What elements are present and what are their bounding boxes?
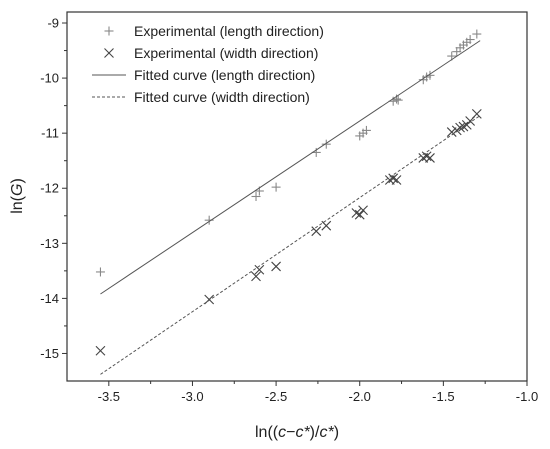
data-point: [321, 139, 331, 149]
legend-label: Experimental (width direction): [134, 45, 318, 61]
x-axis: -3.5 -3.0 -2.5 -2.0 -1.5 -1.0: [98, 381, 538, 404]
data-point: [425, 70, 435, 80]
y-axis: -15 -14 -13 -12 -11 -10 -9: [40, 16, 67, 361]
data-point: [358, 205, 368, 216]
axis-title-part: −: [286, 424, 295, 441]
data-point: [471, 108, 482, 119]
data-point: [393, 95, 403, 105]
data-point: [254, 264, 265, 275]
axis-title-part: ): [9, 178, 26, 183]
series-1: [95, 108, 482, 356]
x-tick-label: -1.5: [432, 389, 454, 404]
plot-area: [95, 29, 482, 375]
legend-label: Fitted curve (width direction): [134, 89, 310, 105]
axis-title-part: ln((: [255, 424, 279, 441]
fitted-line: [100, 40, 481, 295]
series-3: [100, 115, 481, 375]
data-point: [271, 182, 281, 192]
data-point: [425, 153, 435, 163]
axis-title-part: G: [9, 184, 26, 196]
data-point: [354, 209, 365, 220]
data-point: [388, 173, 399, 184]
data-point: [391, 175, 402, 185]
x-tick-label: -3.5: [98, 389, 120, 404]
y-axis-title: ln(G): [9, 178, 26, 214]
legend-item: Fitted curve (width direction): [92, 89, 310, 105]
y-tick-label: -11: [41, 126, 59, 141]
data-point: [204, 215, 214, 225]
data-point: [321, 220, 332, 231]
legend-item: Experimental (width direction): [104, 45, 318, 61]
legend-swatch: [104, 48, 114, 58]
legend-label: Experimental (length direction): [134, 23, 324, 39]
legend-label: Fitted curve (length direction): [134, 67, 315, 83]
y-tick-label: -15: [40, 346, 59, 361]
legend-swatch: [104, 26, 114, 36]
axis-title-part: ): [334, 424, 339, 441]
plot-frame: [66, 11, 528, 382]
axis-title-part: c*: [295, 424, 310, 441]
axis-title-part: ln(: [9, 195, 26, 213]
x-tick-label: -2.5: [265, 389, 287, 404]
data-point: [455, 122, 465, 133]
data-point: [465, 35, 475, 45]
y-tick-label: -14: [40, 291, 59, 306]
y-tick-label: -13: [40, 236, 59, 251]
x-tick-label: -2.0: [349, 389, 371, 404]
data-point: [251, 271, 261, 282]
y-tick-label: -10: [40, 71, 59, 86]
axis-title-part: )/: [310, 424, 320, 441]
data-point: [95, 267, 105, 277]
legend-item: Fitted curve (length direction): [92, 67, 315, 83]
data-point: [251, 192, 261, 201]
axis-title-part: c: [278, 424, 286, 441]
x-tick-label: -1.0: [516, 389, 538, 404]
data-point: [311, 226, 322, 237]
x-axis-title: ln((c−c*)/c*): [255, 424, 339, 441]
data-point: [271, 261, 281, 272]
y-tick-label: -12: [40, 181, 59, 196]
x-tick-label: -3.0: [181, 389, 203, 404]
axis-title-part: c*: [319, 424, 334, 441]
data-point: [351, 208, 362, 218]
data-point: [421, 151, 432, 162]
data-point: [95, 345, 106, 356]
series-0: [95, 29, 482, 277]
y-tick-label: -9: [47, 16, 59, 31]
series-2: [100, 40, 481, 295]
legend: Experimental (length direction) Experimen…: [92, 23, 324, 105]
fitted-line: [100, 115, 481, 375]
legend-item: Experimental (length direction): [104, 23, 324, 39]
data-point: [361, 125, 371, 135]
data-point: [472, 29, 482, 39]
